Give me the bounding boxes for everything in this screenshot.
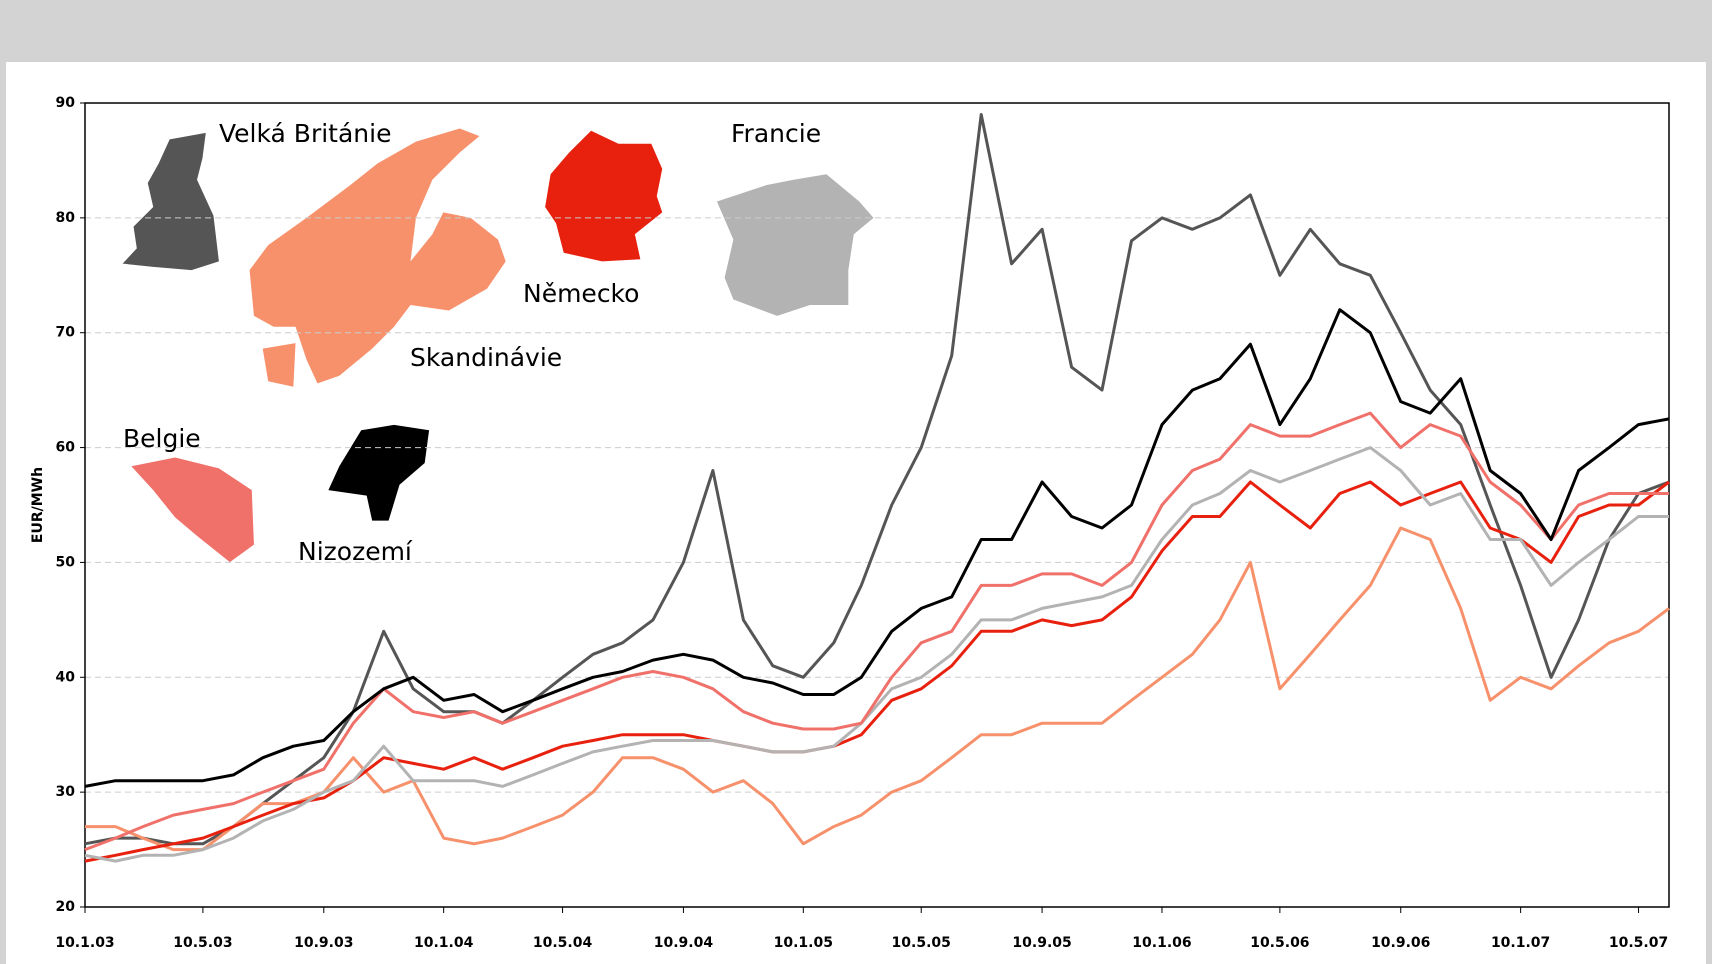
y-tick-label: 60 [56,440,76,456]
y-tick-label: 40 [56,669,76,685]
series-line [84,113,1670,846]
x-tick-label: 10.9.05 [1012,935,1071,951]
series-line [85,526,1670,852]
legend-label: Nizozemí [298,537,413,566]
map-denmark [262,343,296,387]
x-tick-label: 10.9.03 [294,935,353,951]
x-tick-label: 10.1.07 [1491,935,1550,951]
x-tick-label: 10.5.06 [1250,935,1309,951]
x-tick-label: 10.5.05 [892,935,951,951]
series-line [84,411,1669,852]
x-tick-label: 10.1.06 [1132,935,1191,951]
map-netherlands [328,424,430,521]
x-tick-label: 10.1.03 [55,935,114,951]
map-germany [545,130,663,262]
map-uk [122,132,219,271]
legend-label: Belgie [123,424,201,453]
legend-label: Německo [523,279,639,308]
x-tick-label: 10.5.07 [1609,935,1668,951]
series-line [84,308,1670,788]
maps [122,128,874,563]
x-tick-label: 10.1.05 [774,935,833,951]
legend-label: Francie [731,119,821,148]
y-tick-label: 90 [56,95,76,111]
map-france [716,174,874,316]
plot-frame [84,102,1670,908]
x-tick-label: 10.9.06 [1371,935,1430,951]
legend-label: Skandinávie [410,343,562,372]
y-tick-label: 80 [56,210,76,226]
legend-label: Velká Británie [219,119,391,148]
x-tick-label: 10.5.04 [533,935,593,951]
y-tick-label: 70 [56,325,76,341]
y-tick-label: 30 [56,784,76,800]
x-tick-label: 10.9.04 [654,935,714,951]
series-line [84,446,1669,863]
x-tick-label: 10.1.04 [414,935,474,951]
y-axis-label: EUR/MWh [30,467,46,543]
x-tick-label: 10.5.03 [173,935,232,951]
y-tick-label: 20 [56,899,76,915]
map-belgium [131,457,254,563]
map-scandinavia [249,128,506,384]
y-tick-label: 50 [56,554,76,570]
chart-area [6,62,1706,964]
